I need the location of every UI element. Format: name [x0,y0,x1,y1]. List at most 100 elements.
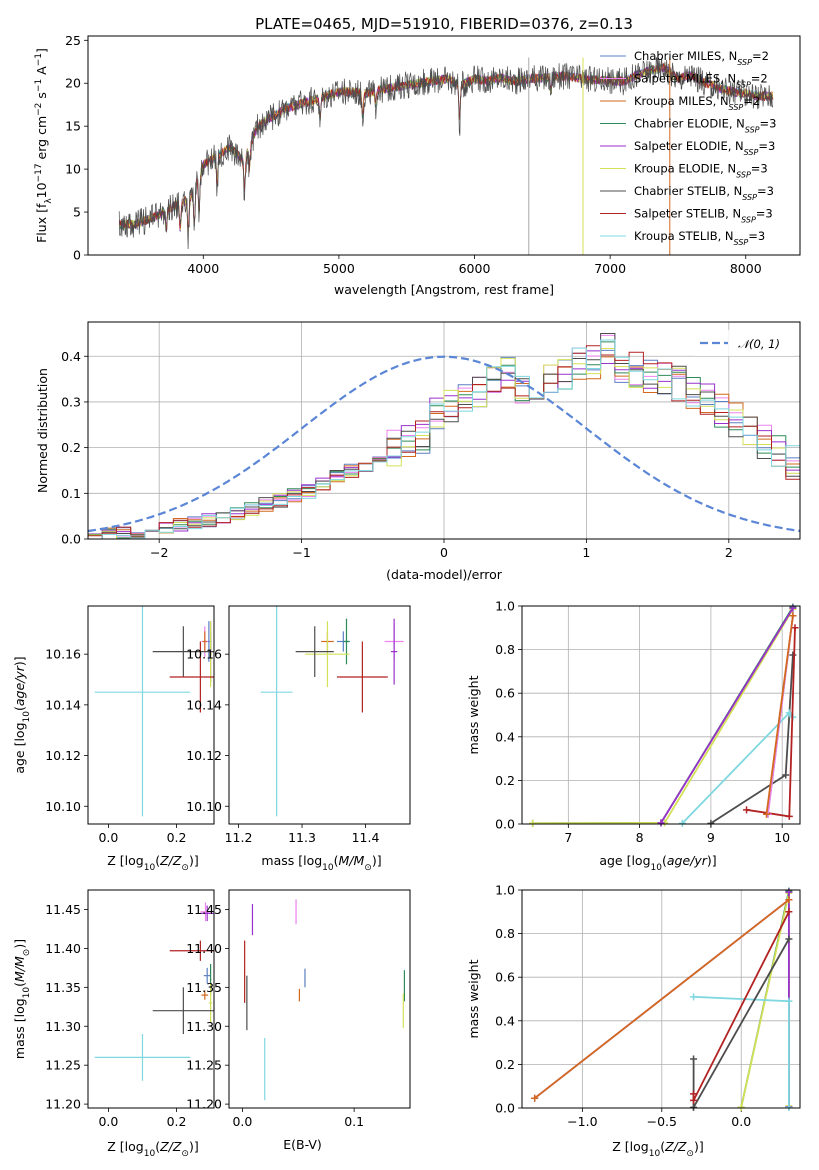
x-tick-label: 0.0 [98,1114,118,1129]
x-tick-label: 7 [564,830,572,845]
x-tick-label: 0.0 [98,830,118,845]
x-tick-label: 7000 [594,261,626,276]
legend-label-9: Kroupa STELIB, NSSP=3 [634,229,765,247]
legend-label-2: Salpeter MILES, NSSP=2 [634,72,768,90]
weight-line-2 [532,608,794,825]
y-tick-label: 1.0 [495,599,515,614]
weight-marker [785,1103,793,1111]
y-tick-label: 10.12 [45,748,81,763]
y-tick-label: 10.16 [45,647,81,662]
y-tick-label: 0.6 [495,686,515,701]
figure-title: PLATE=0465, MJD=51910, FIBERID=0376, z=0… [255,15,633,33]
histogram-series-7 [88,333,800,539]
weight-marker [762,810,770,818]
y-tick-label: 11.40 [186,941,222,956]
y-tick-label: 0.4 [495,1013,515,1028]
weight-marker [737,1103,745,1111]
weight-vs-age-panel: 7 8 9 10 0.0 0.2 0.4 0.6 0.8 1.0 age [log10(age/yr… [466,599,801,873]
weight-marker [690,1096,698,1104]
spectrum-ylabel: Flux [fλ10−17 erg cm−2 s−1 A−1] [34,48,54,243]
spectrum-panel: 4000 5000 6000 7000 8000 0 5 10 15 20 25 wavelength… [34,33,801,297]
x-tick-label: −0.5 [647,1114,677,1129]
weight-marker [785,935,793,943]
y-tick-label: 0.8 [495,642,515,657]
y-tick-label: 5 [73,205,81,220]
axes-frame [87,35,801,256]
weight-marker [529,819,537,827]
y-tick-label: 15 [65,119,81,134]
weight-line-9 [534,899,790,1099]
weight-marker [690,1055,698,1063]
axes-frame [87,889,215,1109]
age-z-ylabel: age [log10(age/yr)] [12,656,32,773]
x-tick-label: 8 [636,830,644,845]
y-tick-label: 0.3 [61,394,81,409]
weight-vs-Z-ylabel: mass weight [466,959,481,1038]
legend-label-6: Kroupa ELODIE, NSSP=3 [634,162,768,180]
x-tick-label: 0.2 [167,830,187,845]
y-tick-label: 11.45 [186,902,222,917]
y-tick-label: 0.6 [495,970,515,985]
y-tick-label: 0.0 [495,817,515,832]
legend-label-1: Chabrier MILES, NSSP=2 [634,49,769,67]
age-vs-Z-panel: 0.0 0.2 10.10 10.12 10.14 10.16 Z [log10(Z/Z⊙)… [12,605,215,873]
x-tick-label: −2 [150,545,168,560]
age-vs-mass-panel: 11.2 11.3 11.4 10.10 10.12 10.14 10.16 mass [lo… [186,605,411,873]
mass-z-ylabel: mass [log10(M/M⊙)] [12,939,32,1059]
y-tick-label: 0.4 [495,729,515,744]
mass-vs-Z-plot [94,902,214,1081]
legend-label-3: Kroupa MILES, NSSP=2 [634,94,760,112]
axes-frame [87,321,801,540]
y-tick-label: 10.14 [186,697,222,712]
weight-marker [785,896,793,904]
y-tick-label: 0.4 [61,349,81,364]
weight-marker [782,771,790,779]
weight-z-xlabel: Z [log10(Z/Z⊙)] [612,1139,703,1159]
weight-marker [657,819,665,827]
x-tick-label: 10 [774,830,790,845]
x-tick-label: 0.2 [167,1114,187,1129]
histogram-ylabel: Normed distribution [35,368,50,493]
histogram-legend-box [694,330,794,356]
axes-frame [521,605,801,825]
normal-curve [88,355,800,533]
axes-frame [521,889,801,1109]
x-tick-label: 11.4 [352,830,380,845]
weight-marker [531,1094,539,1102]
weight-line-9 [765,615,794,815]
y-tick-label: 0.8 [495,926,515,941]
y-tick-label: 11.25 [45,1058,81,1073]
weight-marker [678,819,686,827]
axes-frame [87,605,215,825]
weight-marker [785,908,793,916]
weight-vs-age-ylabel: mass weight [466,675,481,754]
y-tick-label: 11.45 [45,902,81,917]
x-tick-label: 2 [725,545,733,560]
histogram-series-8 [88,345,800,538]
weight-marker [690,1103,698,1111]
y-tick-label: 0.2 [495,1057,515,1072]
mass-z-xlabel: Z [log10(Z/Z⊙)] [107,1139,198,1159]
weight-marker [789,612,797,620]
weight-marker [785,812,793,820]
weight-age-xlabel: age [log10(age/yr)] [599,853,716,873]
x-tick-label: 6000 [459,261,491,276]
legend-label-4: Chabrier ELODIE, NSSP=3 [634,117,776,135]
axes-frame [228,889,411,1109]
x-tick-label: 11.2 [225,830,253,845]
weight-marker [791,624,799,632]
weight-line-1 [532,606,794,825]
y-tick-label: 11.35 [45,980,81,995]
x-tick-label: 0.0 [232,1114,252,1129]
legend-label-8: Salpeter STELIB, NSSP=3 [634,207,773,225]
histogram-legend-label: 𝒩(0, 1) [738,337,780,351]
weight-marker [690,993,698,1001]
y-tick-label: 10.10 [45,799,81,814]
y-tick-label: 11.20 [186,1097,222,1112]
weight-marker [743,806,751,814]
mass-vs-Z-panel: 0.0 0.2 11.20 11.25 11.30 11.35 11.40 11.45 Z [l… [12,889,215,1159]
weight-line-3 [660,607,794,824]
y-tick-label: 0.2 [61,440,81,455]
weight-marker [789,651,797,659]
